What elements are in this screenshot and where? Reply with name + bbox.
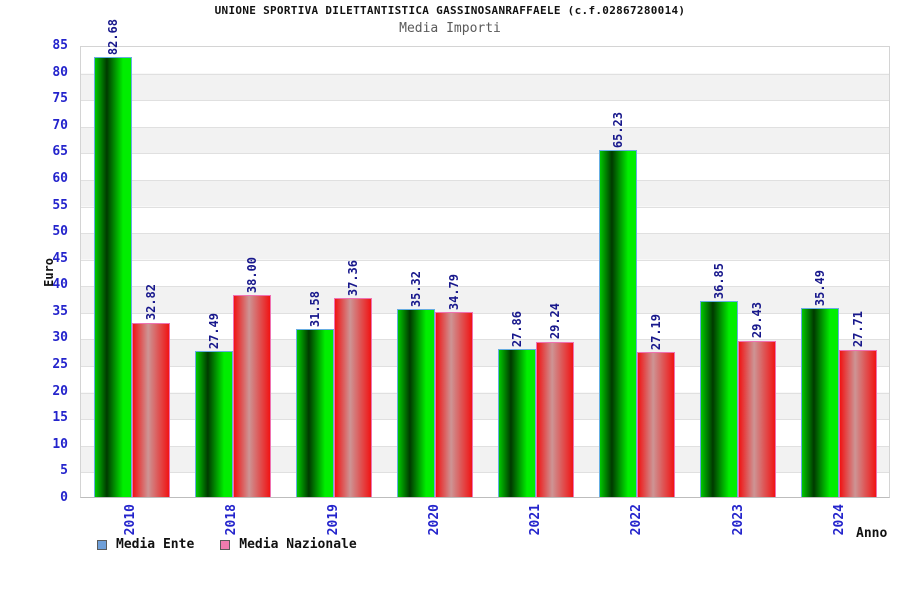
bar-media-ente: 27.86 xyxy=(497,311,536,497)
bar-group: 82.68 32.82 xyxy=(81,19,182,497)
gridline xyxy=(81,312,889,314)
y-tick-label: 75 xyxy=(52,91,68,107)
x-tick-label: 2010 xyxy=(123,504,139,536)
bar-media-nazionale: 27.71 xyxy=(838,311,877,497)
bar-media-nazionale: 34.79 xyxy=(434,274,473,497)
x-tick-label: 2018 xyxy=(224,504,240,536)
bar-value-label: 82.68 xyxy=(105,19,120,56)
y-tick-label: 85 xyxy=(52,38,68,53)
bar-group: 36.85 29.43 xyxy=(687,47,788,497)
bar-value-label: 27.49 xyxy=(206,312,221,349)
bar-value-label: 29.43 xyxy=(749,302,764,339)
bar-media-ente: 65.23 xyxy=(598,112,637,497)
y-tick-label: 30 xyxy=(52,330,68,346)
bar-media-nazionale: 38.00 xyxy=(232,257,271,497)
gridline xyxy=(81,419,889,421)
bar-value-label: 29.24 xyxy=(547,303,562,340)
y-axis: 0 5 10 15 20 25 30 35 40 45 50 55 60 65 70 75 80 85 xyxy=(0,38,74,505)
bar-media-ente: 82.68 xyxy=(93,19,132,497)
bar-media-ente: 35.32 xyxy=(396,271,435,497)
gridline xyxy=(81,153,889,155)
x-tick-label: 2019 xyxy=(325,504,341,536)
bar-group: 31.58 37.36 xyxy=(283,47,384,497)
chart-subtitle: Media Importi xyxy=(399,21,501,36)
x-tick-label: 2020 xyxy=(426,504,442,536)
bar-media-nazionale: 32.82 xyxy=(131,284,170,497)
bar-value-label: 27.71 xyxy=(850,311,865,348)
y-tick-label: 60 xyxy=(52,170,68,186)
bar-media-ente: 27.49 xyxy=(194,313,233,497)
legend-swatch-media-ente xyxy=(97,539,107,550)
x-tick-label: 2024 xyxy=(831,504,847,536)
gridline xyxy=(81,100,889,102)
y-tick-label: 45 xyxy=(52,250,68,266)
bar-media-nazionale: 29.24 xyxy=(535,303,574,497)
bar-value-label: 32.82 xyxy=(143,284,158,321)
gridline xyxy=(81,445,889,447)
gridline xyxy=(81,233,889,235)
legend-item: Media Ente xyxy=(97,537,194,552)
y-tick-label: 15 xyxy=(52,410,68,426)
bar-group: 27.49 38.00 xyxy=(182,47,283,497)
bar-media-ente: 31.58 xyxy=(295,291,334,497)
bar-media-ente: 36.85 xyxy=(699,263,738,497)
gridline xyxy=(81,472,889,474)
y-tick-label: 70 xyxy=(52,117,68,133)
gridline xyxy=(81,286,889,288)
page-title: UNIONE SPORTIVA DILETTANTISTICA GASSINOS… xyxy=(214,4,686,17)
gridline xyxy=(81,179,889,181)
plot-area: 82.68 32.82 27.49 38.00 31.58 37.36 35.32 34.79… xyxy=(80,19,890,498)
legend-swatch-media-nazionale xyxy=(220,539,231,550)
bar-value-label: 27.86 xyxy=(509,310,524,347)
x-axis-title: Anno xyxy=(856,526,888,541)
y-tick-label: 0 xyxy=(60,490,68,505)
bar-group: 35.49 27.71 xyxy=(788,47,889,497)
gridline xyxy=(81,73,889,75)
x-tick-cell: 2022 xyxy=(586,504,687,548)
bar-value-label: 35.49 xyxy=(812,270,827,307)
bar-value-label: 65.23 xyxy=(610,111,625,149)
bar-value-label: 36.85 xyxy=(711,262,726,299)
y-tick-label: 55 xyxy=(52,197,68,213)
bar-value-label: 38.00 xyxy=(244,256,259,293)
y-tick-label: 80 xyxy=(52,64,68,80)
bar-group: 65.23 27.19 xyxy=(586,47,687,497)
bars-layer: 82.68 32.82 27.49 38.00 31.58 37.36 35.32 34.79… xyxy=(81,19,889,497)
gridline xyxy=(81,126,889,128)
legend-label: Media Nazionale xyxy=(239,537,357,552)
gridline xyxy=(81,392,889,394)
bar-media-nazionale: 29.43 xyxy=(737,302,776,497)
y-tick-label: 25 xyxy=(52,357,68,373)
bar-value-label: 31.58 xyxy=(307,290,322,328)
y-tick-label: 65 xyxy=(52,144,68,160)
x-tick-cell: 2020 xyxy=(384,504,485,548)
bar-media-nazionale: 27.19 xyxy=(636,314,675,497)
gridline xyxy=(81,339,889,341)
gridline xyxy=(81,366,889,368)
legend: Media Ente Media Nazionale xyxy=(97,537,357,552)
bar-value-label: 34.79 xyxy=(446,273,461,310)
x-tick-label: 2022 xyxy=(629,504,645,536)
bar-value-label: 35.32 xyxy=(408,271,423,308)
gridline xyxy=(81,206,889,208)
x-tick-label: 2021 xyxy=(528,504,544,536)
y-tick-label: 35 xyxy=(52,303,68,319)
bar-value-label: 27.19 xyxy=(648,314,663,351)
bar-media-nazionale: 37.36 xyxy=(333,260,372,497)
x-tick-cell: 2023 xyxy=(688,504,789,548)
bar-value-label: 37.36 xyxy=(345,260,360,297)
legend-label: Media Ente xyxy=(116,537,195,552)
legend-item: Media Nazionale xyxy=(220,537,357,552)
y-tick-label: 20 xyxy=(52,383,68,399)
y-tick-label: 5 xyxy=(60,463,68,479)
bar-media-ente: 35.49 xyxy=(800,270,839,497)
y-tick-label: 50 xyxy=(52,224,68,240)
bar-group: 35.32 34.79 xyxy=(384,47,485,497)
x-tick-cell: 2021 xyxy=(485,504,586,548)
y-tick-label: 10 xyxy=(52,436,68,452)
gridline xyxy=(81,259,889,261)
bar-group: 27.86 29.24 xyxy=(485,47,586,497)
y-tick-label: 40 xyxy=(52,277,68,293)
x-tick-label: 2023 xyxy=(730,504,746,536)
